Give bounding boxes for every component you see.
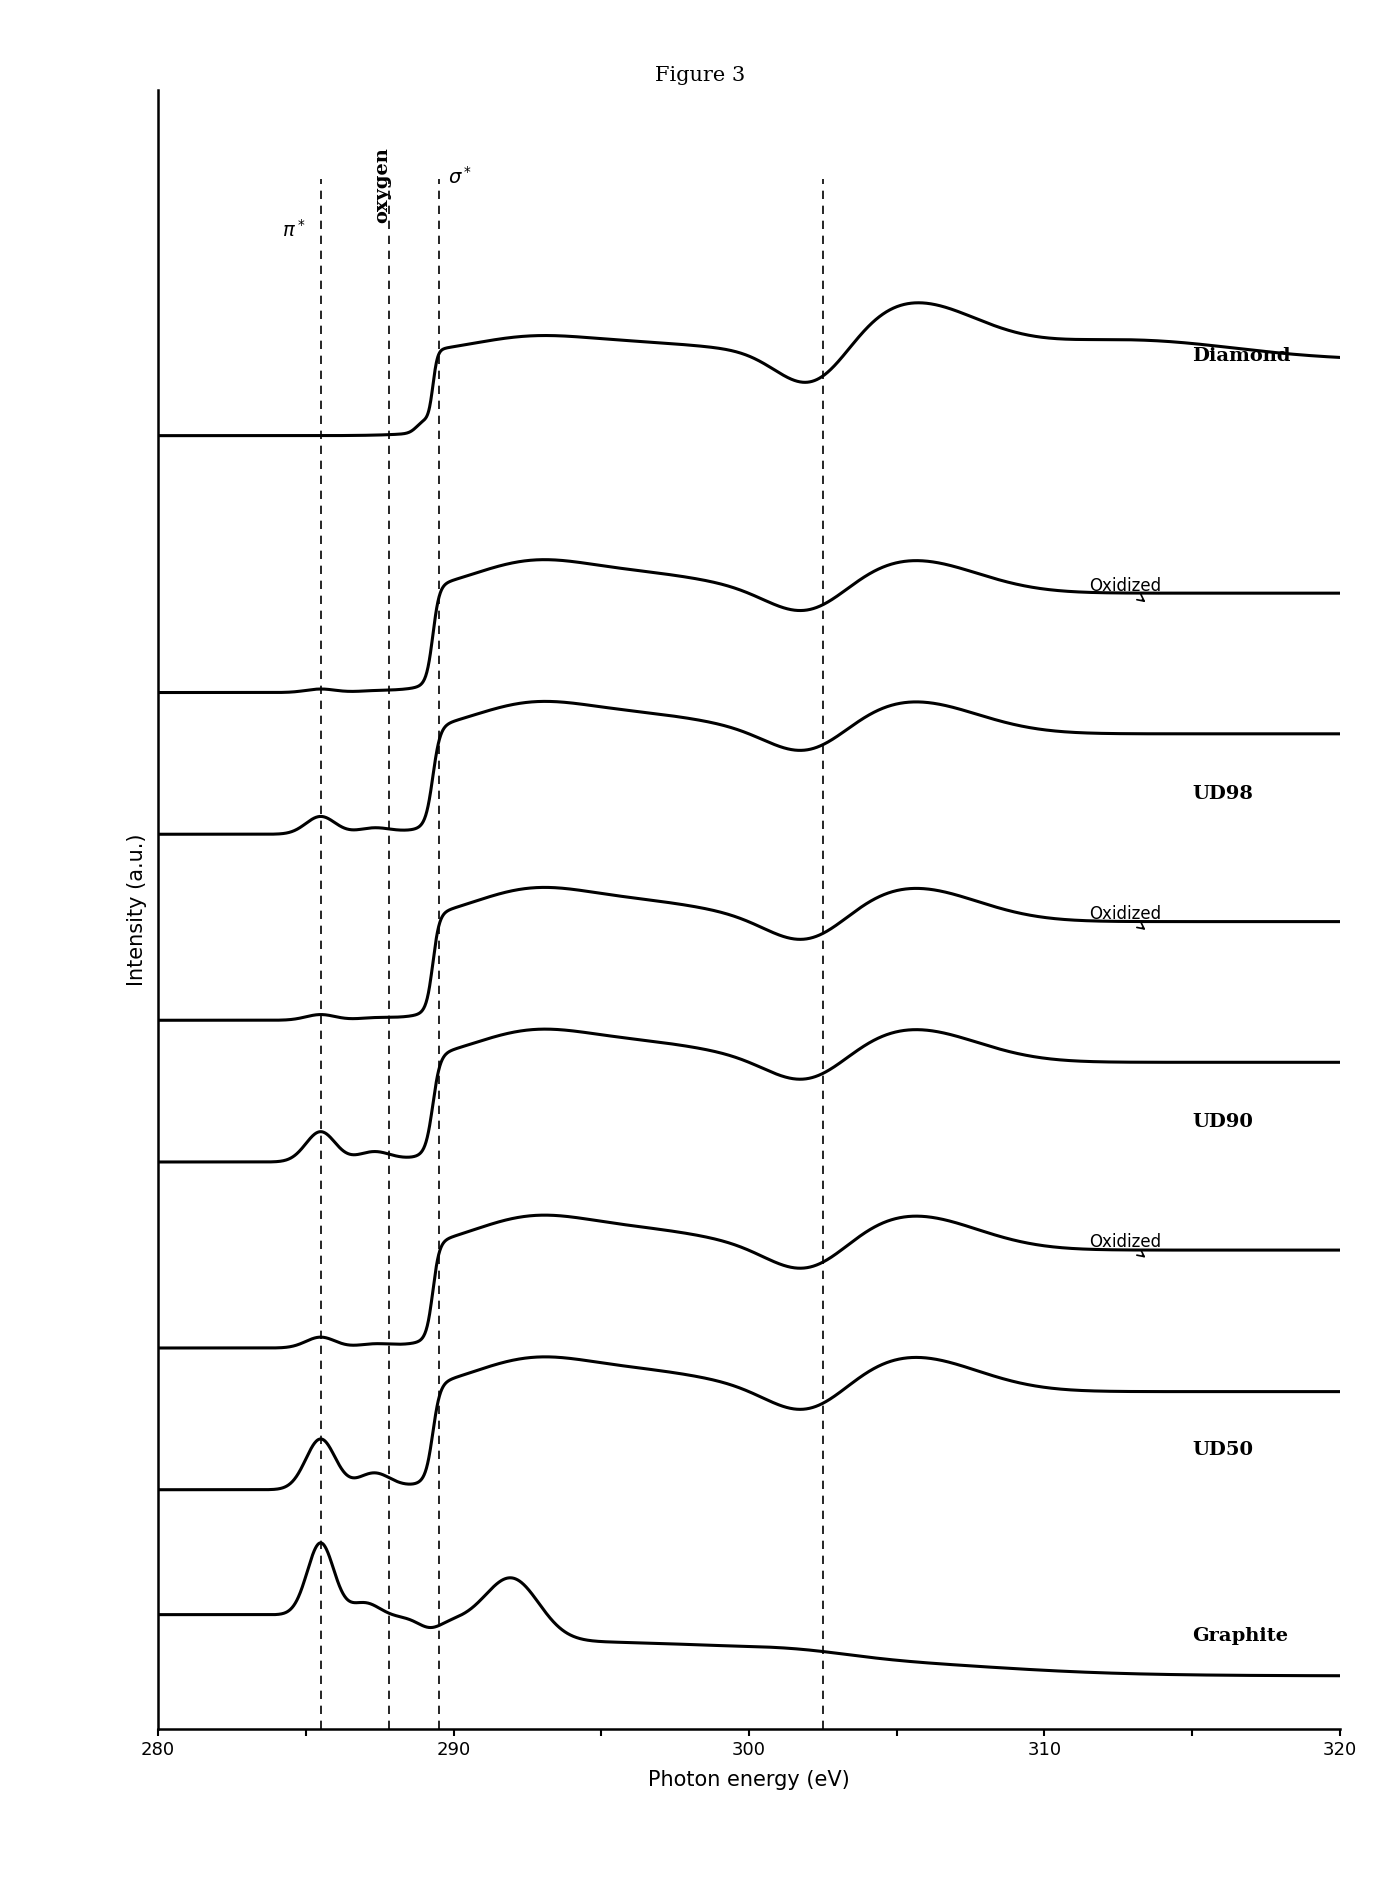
Text: Oxidized: Oxidized: [1089, 904, 1161, 929]
Y-axis label: Intensity (a.u.): Intensity (a.u.): [127, 833, 147, 985]
Text: $\sigma^*$: $\sigma^*$: [448, 165, 472, 188]
Text: UD98: UD98: [1193, 786, 1253, 803]
Text: Graphite: Graphite: [1193, 1626, 1288, 1645]
Text: oxygen: oxygen: [374, 147, 392, 224]
Text: $\pi^*$: $\pi^*$: [283, 218, 305, 241]
X-axis label: Photon energy (eV): Photon energy (eV): [648, 1769, 850, 1790]
Text: Figure 3: Figure 3: [655, 66, 745, 85]
Text: UD90: UD90: [1193, 1113, 1253, 1132]
Text: Diamond: Diamond: [1193, 348, 1291, 365]
Text: Oxidized: Oxidized: [1089, 1233, 1161, 1256]
Text: Oxidized: Oxidized: [1089, 577, 1161, 602]
Text: UD50: UD50: [1193, 1440, 1253, 1459]
